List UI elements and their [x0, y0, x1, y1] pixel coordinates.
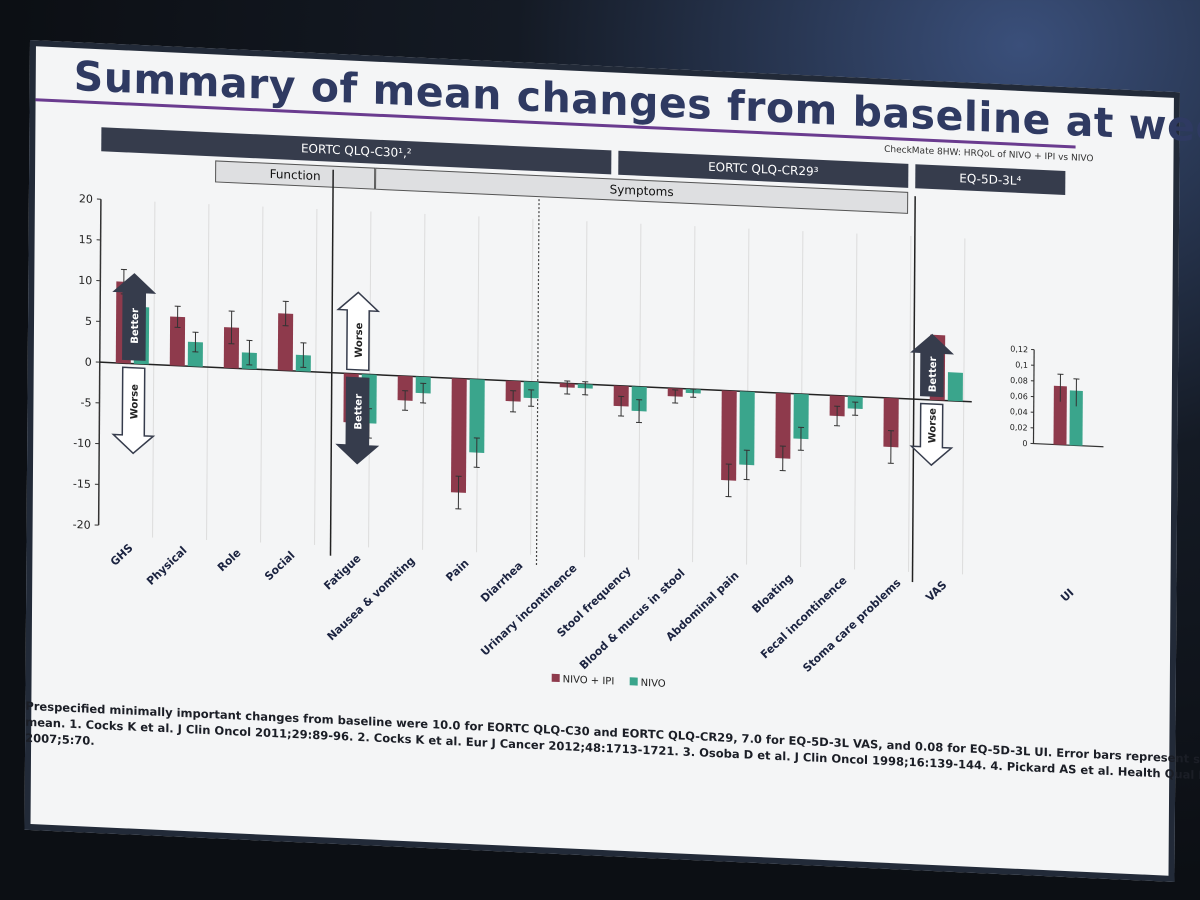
y-tick-label: 15 — [79, 233, 93, 247]
category-label: Role — [215, 546, 244, 574]
ui-tick-label: 0 — [1022, 439, 1027, 448]
better-down-arrow-symptoms-label: Better — [353, 394, 364, 430]
category-label: Physical — [144, 544, 190, 588]
y-tick-label: -10 — [73, 436, 91, 450]
grid-line — [314, 209, 318, 545]
y-tick-label: -15 — [73, 477, 91, 491]
category-label: Diarrhea — [478, 559, 525, 605]
worse-down-arrow-function-label: Worse — [129, 384, 140, 420]
better-up-arrow-vas-label: Better — [928, 356, 939, 392]
slide: Summary of mean changes from baseline at… — [24, 40, 1200, 882]
grid-line — [908, 235, 912, 572]
category-label: Fatigue — [321, 552, 363, 593]
better-up-arrow-vas — [910, 333, 955, 398]
bar-nivo-ipi — [775, 392, 791, 459]
ui-x-axis — [1033, 442, 1104, 448]
ui-tick-label: 0,1 — [1015, 360, 1028, 370]
ui-tick-label: 0,02 — [1010, 423, 1028, 433]
cr29-eq5d-separator — [911, 196, 916, 583]
category-label: Blood & mucus in stool — [577, 566, 688, 672]
legend-label-nivo-ipi: NIVO + IPI — [563, 674, 615, 687]
category-label: Pain — [443, 557, 471, 585]
bar-nivo-ipi — [397, 375, 413, 401]
ui-bar-nivo — [1069, 390, 1083, 446]
y-tick-label: -20 — [73, 518, 91, 532]
worse-down-arrow-vas-label: Worse — [927, 408, 938, 444]
ui-tick-label: 0,06 — [1010, 392, 1028, 402]
ui-tick-label: 0,04 — [1010, 407, 1028, 417]
better-down-arrow-symptoms — [335, 376, 380, 465]
category-label: VAS — [923, 578, 949, 604]
y-tick-label: 0 — [85, 355, 92, 368]
bar-nivo-ipi — [721, 390, 737, 481]
grid-line — [206, 204, 210, 541]
category-label-ui: UI — [1058, 586, 1076, 604]
category-label: Social — [262, 549, 297, 584]
c30-cr29-separator — [535, 199, 540, 566]
bar-nivo — [187, 341, 203, 367]
mean-change-chart: Mean change from baseline 20 15 10 5 0 -5 -10 -1… — [31, 169, 1104, 690]
bar-nivo-ipi — [223, 327, 240, 369]
y-tick-label: -5 — [80, 396, 91, 409]
ui-tick-label: 0,12 — [1010, 345, 1028, 355]
bar-nivo — [739, 391, 755, 466]
better-up-arrow-function — [112, 273, 157, 361]
category-label: Urinary incontinence — [478, 561, 579, 658]
grid-line — [260, 206, 264, 543]
bar-nivo — [947, 372, 963, 402]
grid-line — [962, 238, 966, 575]
category-label: Stoma care problems — [800, 576, 903, 675]
y-tick-label: 10 — [78, 274, 92, 288]
y-axis-label: Mean change from baseline — [31, 257, 34, 460]
ui-bar-nivo-ipi — [1053, 385, 1067, 446]
bar-nivo-ipi — [883, 397, 899, 448]
bar-nivo — [631, 386, 647, 412]
ui-tick-label: 0,08 — [1010, 376, 1028, 386]
bar-nivo-ipi — [277, 313, 294, 371]
grid-line — [152, 201, 156, 538]
y-tick-label: 20 — [79, 192, 93, 206]
bar-nivo-ipi — [169, 316, 186, 367]
bar-nivo — [793, 393, 809, 440]
bar-nivo — [469, 378, 485, 453]
worse-up-arrow-symptoms-label: Worse — [354, 322, 365, 358]
category-label: GHS — [108, 541, 136, 568]
function-symptoms-separator — [329, 169, 334, 556]
better-up-arrow-function-label: Better — [130, 308, 141, 344]
bar-nivo-ipi — [450, 378, 467, 493]
worse-down-arrow-function — [111, 366, 156, 455]
worse-up-arrow-symptoms — [336, 291, 381, 372]
legend-swatch-nivo — [629, 677, 638, 686]
y-tick-label: 5 — [85, 315, 92, 328]
legend-swatch-nivo-ipi — [551, 673, 560, 683]
worse-down-arrow-vas — [909, 402, 954, 467]
legend-label-nivo: NIVO — [641, 678, 666, 690]
category-label: Bloating — [750, 571, 796, 616]
